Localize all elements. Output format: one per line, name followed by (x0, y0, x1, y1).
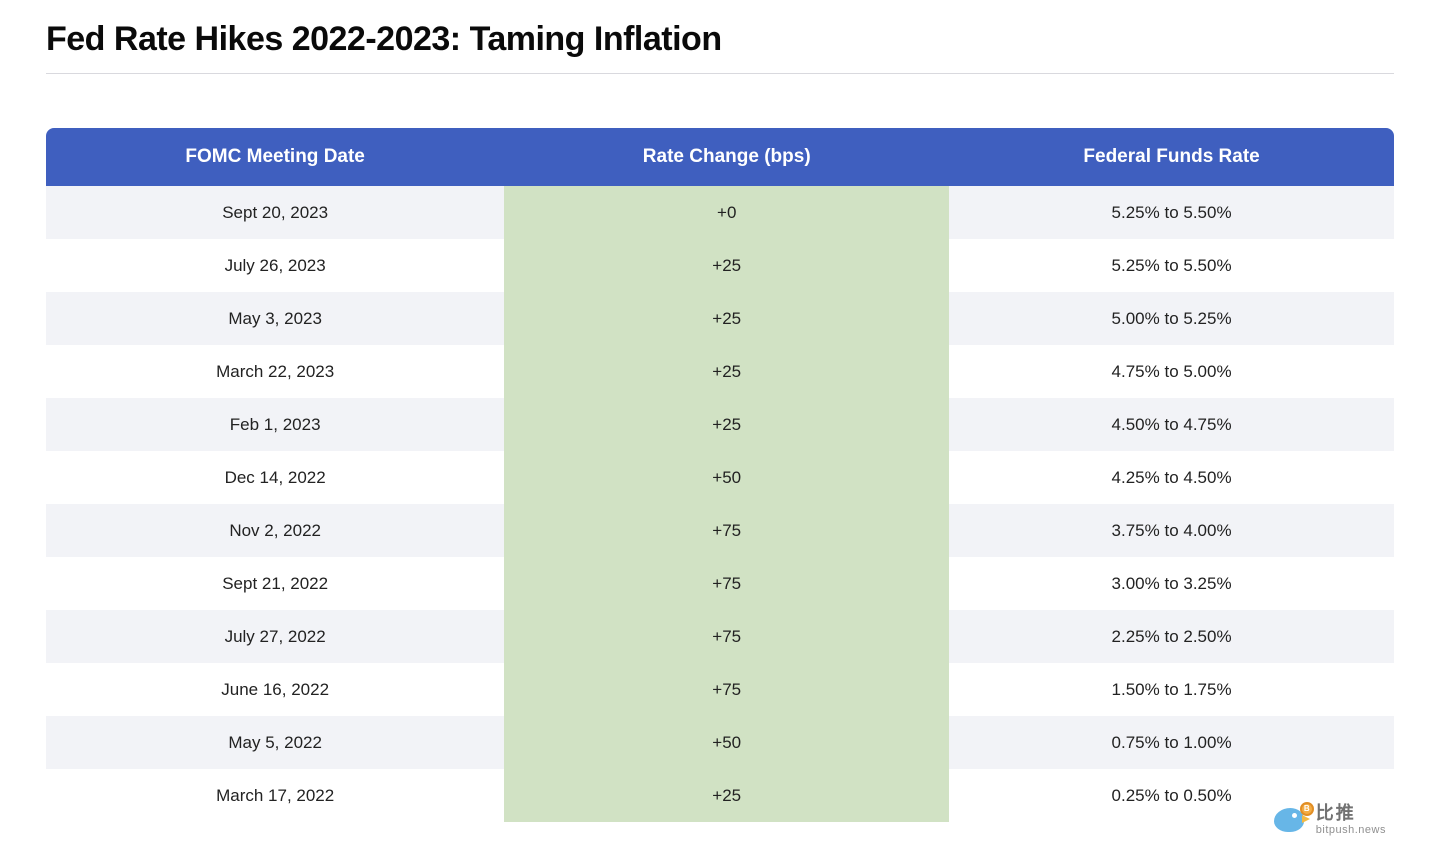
cell-rate: 3.75% to 4.00% (949, 504, 1394, 557)
table-row: March 17, 2022+250.25% to 0.50% (46, 769, 1394, 822)
cell-date: July 26, 2023 (46, 239, 504, 292)
cell-change: +75 (504, 663, 949, 716)
cell-change: +25 (504, 239, 949, 292)
cell-date: Dec 14, 2022 (46, 451, 504, 504)
table-row: March 22, 2023+254.75% to 5.00% (46, 345, 1394, 398)
cell-change: +0 (504, 186, 949, 239)
cell-date: July 27, 2022 (46, 610, 504, 663)
table-row: May 3, 2023+255.00% to 5.25% (46, 292, 1394, 345)
cell-date: Nov 2, 2022 (46, 504, 504, 557)
cell-date: March 22, 2023 (46, 345, 504, 398)
cell-date: May 5, 2022 (46, 716, 504, 769)
table-row: Nov 2, 2022+753.75% to 4.00% (46, 504, 1394, 557)
cell-rate: 0.75% to 1.00% (949, 716, 1394, 769)
cell-date: Sept 20, 2023 (46, 186, 504, 239)
watermark-en: bitpush.news (1316, 824, 1386, 836)
table-row: Sept 20, 2023+05.25% to 5.50% (46, 186, 1394, 239)
table-row: Dec 14, 2022+504.25% to 4.50% (46, 451, 1394, 504)
table-row: Feb 1, 2023+254.50% to 4.75% (46, 398, 1394, 451)
cell-rate: 1.50% to 1.75% (949, 663, 1394, 716)
cell-change: +25 (504, 769, 949, 822)
cell-rate: 4.50% to 4.75% (949, 398, 1394, 451)
cell-change: +75 (504, 557, 949, 610)
cell-change: +75 (504, 610, 949, 663)
table-row: July 27, 2022+752.25% to 2.50% (46, 610, 1394, 663)
cell-rate: 3.00% to 3.25% (949, 557, 1394, 610)
table-row: June 16, 2022+751.50% to 1.75% (46, 663, 1394, 716)
table-row: Sept 21, 2022+753.00% to 3.25% (46, 557, 1394, 610)
cell-date: June 16, 2022 (46, 663, 504, 716)
table-header-row: FOMC Meeting Date Rate Change (bps) Fede… (46, 128, 1394, 186)
col-header-change: Rate Change (bps) (504, 128, 949, 186)
col-header-date: FOMC Meeting Date (46, 128, 504, 186)
page-title: Fed Rate Hikes 2022-2023: Taming Inflati… (46, 20, 1394, 59)
cell-rate: 5.00% to 5.25% (949, 292, 1394, 345)
cell-rate: 4.75% to 5.00% (949, 345, 1394, 398)
cell-rate: 5.25% to 5.50% (949, 186, 1394, 239)
cell-rate: 2.25% to 2.50% (949, 610, 1394, 663)
cell-date: March 17, 2022 (46, 769, 504, 822)
cell-change: +75 (504, 504, 949, 557)
table-row: May 5, 2022+500.75% to 1.00% (46, 716, 1394, 769)
rate-hikes-table: FOMC Meeting Date Rate Change (bps) Fede… (46, 128, 1394, 822)
cell-date: Feb 1, 2023 (46, 398, 504, 451)
cell-change: +25 (504, 292, 949, 345)
table-row: July 26, 2023+255.25% to 5.50% (46, 239, 1394, 292)
cell-change: +50 (504, 451, 949, 504)
title-divider (46, 73, 1394, 74)
cell-date: Sept 21, 2022 (46, 557, 504, 610)
cell-date: May 3, 2023 (46, 292, 504, 345)
cell-change: +50 (504, 716, 949, 769)
cell-rate: 0.25% to 0.50% (949, 769, 1394, 822)
col-header-rate: Federal Funds Rate (949, 128, 1394, 186)
cell-rate: 4.25% to 4.50% (949, 451, 1394, 504)
cell-change: +25 (504, 345, 949, 398)
cell-rate: 5.25% to 5.50% (949, 239, 1394, 292)
cell-change: +25 (504, 398, 949, 451)
